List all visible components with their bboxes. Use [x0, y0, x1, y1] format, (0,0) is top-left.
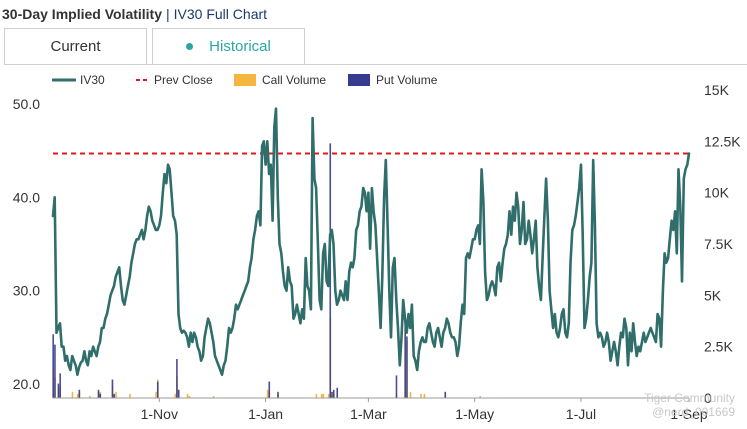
put-volume-bar — [329, 143, 332, 398]
legend-label: Put Volume — [376, 73, 438, 87]
active-dot-icon — [186, 42, 194, 50]
y-right-tick-label: 2.5K — [704, 339, 733, 355]
title-separator: | — [166, 6, 170, 22]
tab-divider — [4, 64, 747, 65]
put-volume-bar — [404, 313, 406, 398]
call-volume-bar — [76, 393, 79, 398]
right-y-axis: 0 2.5K 5K 7.5K 10K 12.5K 15K — [704, 82, 741, 406]
put-volume-bar — [176, 358, 178, 398]
x-tick-label: 1-Mar — [350, 406, 387, 422]
put-volume-bar — [406, 336, 408, 398]
x-tick-label: 1-May — [455, 406, 494, 422]
x-tick-label: 1-Nov — [141, 406, 178, 422]
put-volume-bar — [59, 373, 61, 398]
call-volume-bar — [315, 393, 318, 398]
x-tick-label: 1-Sep — [670, 406, 708, 422]
chart-title: 30-Day Implied Volatility — [2, 6, 163, 22]
tab-current[interactable]: Current — [4, 28, 147, 64]
put-volume-bar — [78, 389, 81, 398]
call-volume-bar — [479, 395, 482, 398]
put-volume-bar — [277, 391, 279, 398]
call-volume-bar — [71, 391, 74, 398]
call-volume-bar — [322, 393, 325, 398]
put-volume-bar — [57, 383, 60, 398]
legend-label: Call Volume — [262, 73, 326, 87]
iv30-series-line — [51, 107, 691, 377]
put-volume-bar — [395, 375, 398, 398]
put-volume-bar — [111, 379, 114, 398]
legend-put-volume-swatch — [348, 74, 370, 86]
put-volume-bar — [332, 389, 335, 398]
call-volume-bar — [423, 393, 426, 398]
call-volume-bar — [129, 393, 131, 398]
put-volume-bar — [268, 381, 271, 398]
y-right-tick-label: 12.5K — [704, 133, 741, 149]
call-volume-bars — [52, 317, 482, 398]
left-y-axis: 20.0 30.0 40.0 50.0 — [13, 96, 40, 392]
put-volume-bar — [52, 334, 54, 398]
y-left-tick-label: 20.0 — [13, 376, 40, 392]
y-right-tick-label: 7.5K — [704, 236, 733, 252]
call-volume-bar — [155, 391, 157, 398]
put-volume-bar — [444, 391, 447, 398]
call-volume-bar — [186, 393, 189, 398]
legend-call-volume-swatch — [234, 74, 256, 86]
call-volume-bar — [266, 389, 269, 398]
iv30-line — [51, 107, 691, 377]
put-volume-bar — [97, 389, 100, 398]
tab-current-label: Current — [50, 38, 101, 55]
put-volume-bar — [336, 387, 339, 398]
y-right-tick-label: 15K — [704, 82, 730, 98]
put-volume-bar — [156, 381, 159, 398]
iv30-full-chart-link[interactable]: IV30 Full Chart — [173, 6, 268, 22]
y-left-tick-label: 50.0 — [13, 96, 40, 112]
tab-historical-label: Historical — [209, 38, 271, 55]
call-volume-bar — [115, 391, 117, 398]
y-right-tick-label: 0 — [704, 390, 712, 406]
tab-historical[interactable]: Historical — [152, 28, 305, 64]
call-volume-bar — [320, 393, 323, 398]
call-volume-bar — [174, 393, 177, 398]
watermark: Tiger Community @nerd_001669 — [644, 391, 735, 419]
call-volume-bar — [327, 393, 330, 398]
put-volume-bar — [113, 393, 115, 398]
call-volume-bar — [188, 395, 191, 398]
y-right-tick-label: 5K — [704, 287, 722, 303]
legend-label: IV30 — [80, 73, 105, 87]
y-right-tick-label: 10K — [704, 185, 730, 201]
call-volume-bar — [212, 395, 215, 398]
chart-header: 30-Day Implied Volatility | IV30 Full Char… — [2, 6, 267, 22]
put-volume-bars — [52, 143, 447, 398]
legend-label: Prev Close — [154, 73, 213, 87]
y-left-tick-label: 40.0 — [13, 189, 40, 205]
call-volume-bar — [89, 395, 91, 398]
put-volume-bar — [331, 391, 333, 398]
call-volume-bar — [420, 393, 422, 398]
put-volume-bar — [177, 389, 180, 398]
put-volume-bar — [54, 344, 56, 398]
put-volume-bar — [99, 393, 102, 398]
chart-legend: IV30 Prev Close Call Volume Put Volume — [52, 73, 438, 87]
x-tick-label: 1-Jan — [248, 406, 283, 422]
watermark-line1: Tiger Community — [644, 391, 735, 405]
x-axis: 1-Nov 1-Jan 1-Mar 1-May 1-Jul 1-Sep — [141, 398, 708, 422]
y-left-tick-label: 30.0 — [13, 283, 40, 299]
call-volume-bar — [409, 391, 412, 398]
watermark-line2: @nerd_001669 — [652, 405, 735, 419]
x-tick-label: 1-Jul — [566, 406, 596, 422]
